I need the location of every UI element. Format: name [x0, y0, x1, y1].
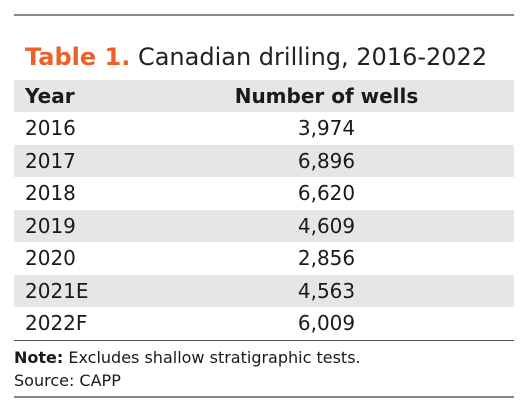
- note-text: Excludes shallow stratigraphic tests.: [63, 348, 361, 367]
- year-cell: 2018: [25, 181, 76, 206]
- table-title-label: Table 1.: [25, 43, 131, 71]
- note-label: Note:: [14, 348, 64, 367]
- table-header-row: Year Number of wells: [14, 80, 514, 112]
- year-cell: 2017: [25, 148, 76, 173]
- table-row: 2021E 4,563: [14, 274, 514, 307]
- top-rule: [14, 14, 514, 16]
- table-footnotes: Note: Excludes shallow stratigraphic tes…: [14, 340, 514, 392]
- year-cell: 2022F: [25, 311, 88, 336]
- year-cell: 2021E: [25, 278, 89, 303]
- year-cell: 2016: [25, 116, 76, 141]
- bottom-rule: [14, 396, 514, 398]
- data-table: Year Number of wells 2016 3,974 2017 6,8…: [14, 80, 514, 340]
- table-title-text: Canadian drilling, 2016-2022: [137, 43, 488, 71]
- note-line: Note: Excludes shallow stratigraphic tes…: [14, 346, 514, 369]
- table-row: 2019 4,609: [14, 209, 514, 242]
- wells-cell: 4,563: [297, 278, 356, 303]
- table-row: 2018 6,620: [14, 177, 514, 210]
- wells-cell: 3,974: [297, 116, 356, 141]
- header-number-of-wells: Number of wells: [234, 84, 419, 108]
- year-cell: 2020: [25, 246, 76, 271]
- table-row: 2017 6,896: [14, 144, 514, 177]
- wells-cell: 6,896: [297, 148, 356, 173]
- wells-cell: 6,620: [297, 181, 356, 206]
- year-cell: 2019: [25, 213, 76, 238]
- wells-cell: 2,856: [297, 246, 356, 271]
- source-line: Source: CAPP: [14, 371, 121, 390]
- table-row: 2016 3,974: [14, 112, 514, 145]
- table-row: 2020 2,856: [14, 242, 514, 275]
- table-row: 2022F 6,009: [14, 307, 514, 340]
- table-title: Table 1. Canadian drilling, 2016-2022: [25, 42, 487, 72]
- wells-cell: 4,609: [297, 213, 356, 238]
- wells-cell: 6,009: [297, 311, 356, 336]
- header-year: Year: [25, 84, 75, 108]
